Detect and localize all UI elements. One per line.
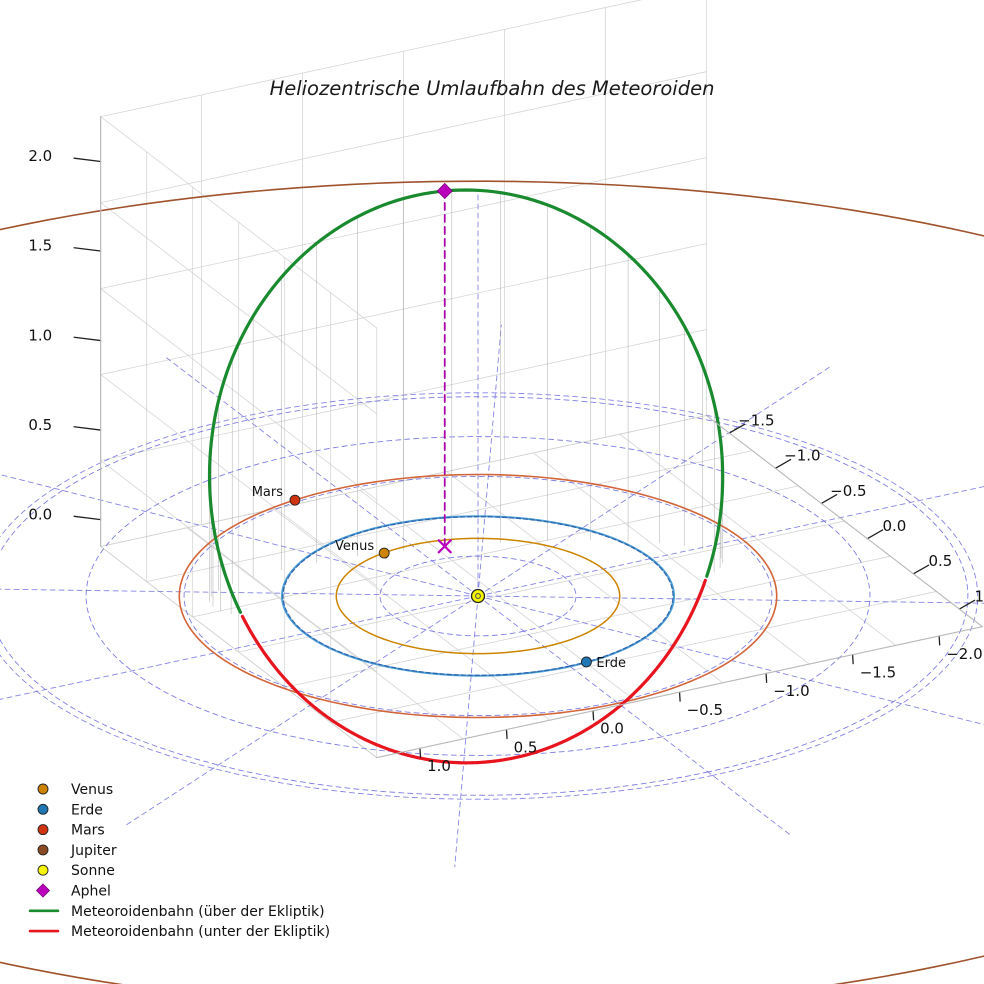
ecliptic-guide-spoke xyxy=(454,595,479,868)
legend-marker-sonne xyxy=(37,864,49,876)
x-axis-tick xyxy=(728,423,746,434)
grid-line-floor xyxy=(100,546,378,759)
legend-label-1: Erde xyxy=(71,802,103,818)
legend-label-0: Venus xyxy=(71,782,113,798)
grid-line-floor xyxy=(238,520,845,653)
y-axis-tick-label: 0.0 xyxy=(600,720,624,738)
marker-sonne-core xyxy=(475,593,481,599)
x-axis-spine xyxy=(705,414,983,628)
x-axis-tick-label: 0.5 xyxy=(928,552,952,570)
legend-marker-aphel xyxy=(35,883,51,898)
grid-line-floor xyxy=(619,433,897,646)
grid-line-floor xyxy=(186,527,464,740)
legend-label-3: Jupiter xyxy=(70,843,117,859)
orbit-venus xyxy=(335,537,621,655)
label-mars: Mars xyxy=(252,485,284,500)
grid-line-floor xyxy=(532,452,810,665)
legend-label-2: Mars xyxy=(71,823,105,839)
ecliptic-guide-spoke xyxy=(477,595,792,836)
y-axis-spine xyxy=(376,626,983,759)
legend-label-5: Aphel xyxy=(71,884,111,900)
ecliptic-guide-spoke xyxy=(477,324,502,597)
ecliptic-guide-spoke xyxy=(0,474,479,597)
grid-line-floor xyxy=(330,591,937,723)
label-venus: Venus xyxy=(335,539,374,554)
legend-marker-erde xyxy=(37,803,49,815)
z-axis-tick-label: 0.5 xyxy=(28,416,52,434)
grid-line-wall-y xyxy=(100,288,378,501)
y-axis-tick-label: −1.5 xyxy=(860,664,896,682)
marker-mars xyxy=(289,494,301,506)
meteoroid-orbit-above xyxy=(207,188,725,614)
y-axis-tick xyxy=(765,672,768,683)
ecliptic-guide-spoke xyxy=(477,595,984,604)
y-axis-tick xyxy=(419,747,422,758)
z-axis-tick-label: 1.0 xyxy=(28,326,52,344)
grid-line-wall-x xyxy=(100,0,643,118)
legend-marker-jupiter xyxy=(37,844,49,856)
legend-marker-venus xyxy=(37,783,49,795)
y-axis-tick xyxy=(938,635,941,646)
z-axis-tick xyxy=(73,336,102,342)
ecliptic-guide-spoke xyxy=(0,595,479,700)
x-axis-tick-label: 1.0 xyxy=(974,587,984,605)
marker-aphel xyxy=(436,182,453,200)
meteoroid-orbit-below xyxy=(492,578,707,763)
legend-label-7: Meteoroidenbahn (unter der Ekliptik) xyxy=(71,924,330,940)
z-axis-tick xyxy=(73,515,102,521)
ecliptic-guide-spoke xyxy=(477,486,984,597)
y-axis-tick-label: −2.0 xyxy=(946,645,982,663)
y-axis-tick-label: −1.0 xyxy=(773,682,809,700)
grid-line-wall-y xyxy=(100,202,378,415)
z-axis-tick xyxy=(73,157,102,163)
x-axis-tick xyxy=(866,529,884,540)
z-axis-tick-label: 1.5 xyxy=(28,237,52,255)
meteoroid-orbit-below xyxy=(240,614,497,765)
z-axis-tick-label: 0.0 xyxy=(28,505,52,523)
y-axis-tick xyxy=(678,691,681,702)
ecliptic-guide-spoke xyxy=(0,588,479,597)
ecliptic-guide-spoke xyxy=(164,356,479,597)
ecliptic-guide-spoke xyxy=(477,595,984,726)
y-axis-tick-label: 1.0 xyxy=(427,757,451,775)
z-axis-tick xyxy=(73,247,102,252)
x-axis-tick-label: 0.0 xyxy=(882,517,906,535)
grid-line-wall-y xyxy=(100,116,378,329)
x-axis-tick-label: −0.5 xyxy=(830,482,866,500)
ecliptic-guide-spoke xyxy=(477,365,832,597)
z-axis-tick xyxy=(73,426,102,431)
orbit-mars xyxy=(178,473,778,719)
legend-label-6: Meteoroidenbahn (über der Ekliptik) xyxy=(71,904,325,920)
y-axis-tick-label: 0.5 xyxy=(514,738,538,756)
z-axis-tick-label: 2.0 xyxy=(28,147,52,165)
y-axis-tick xyxy=(851,654,854,665)
grid-line-floor xyxy=(273,508,551,721)
marker-sonne xyxy=(470,588,486,604)
orbit-erde-dashed xyxy=(282,516,674,676)
grid-line-floor xyxy=(284,555,891,688)
marker-erde xyxy=(580,656,592,668)
x-axis-tick xyxy=(912,564,930,575)
x-axis-tick-label: −1.5 xyxy=(738,411,774,429)
grid-line-floor xyxy=(192,485,799,618)
legend-label-4: Sonne xyxy=(71,863,115,879)
y-axis-tick-label: −0.5 xyxy=(687,701,723,719)
y-axis-tick xyxy=(592,710,595,721)
grid-line-floor xyxy=(446,471,724,684)
label-erde: Erde xyxy=(596,656,626,671)
marker-aphel-projection xyxy=(437,539,452,554)
grid-line-wall-x xyxy=(100,71,707,204)
y-axis-tick xyxy=(505,728,508,740)
legend-marker-mars xyxy=(37,824,49,836)
marker-venus xyxy=(378,547,390,559)
x-axis-tick xyxy=(774,458,792,469)
x-axis-tick-label: −1.0 xyxy=(784,447,820,465)
grid-line-wall-y xyxy=(100,374,378,587)
x-axis-tick xyxy=(820,494,838,505)
ecliptic-guide-spoke xyxy=(124,595,479,827)
x-axis-tick xyxy=(958,599,976,610)
grid-line-wall-y xyxy=(100,460,378,673)
